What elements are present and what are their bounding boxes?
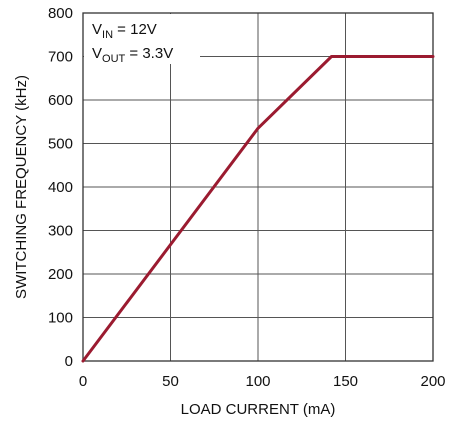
plot-frame [82,12,434,362]
y-tick-labels: 0 100 200 300 400 500 600 700 800 [48,5,73,370]
y-tick-label: 200 [48,266,73,283]
x-tick-label: 50 [162,373,179,390]
y-tick-label: 100 [48,310,73,327]
y-tick-label: 500 [48,136,73,153]
annotation-box: VIN = 12V VOUT = 3.3V [84,14,200,65]
x-tick-label: 200 [420,373,445,390]
annotation-vin: VIN = 12V [92,21,157,41]
annotation-vout: VOUT = 3.3V [92,45,173,65]
x-tick-label: 150 [333,373,358,390]
x-tick-labels: 0 50 100 150 200 [79,373,446,390]
y-tick-label: 300 [48,223,73,240]
y-tick-label: 400 [48,179,73,196]
series-layer [81,55,435,363]
grid-lines [83,13,433,361]
x-tick-label: 100 [245,373,270,390]
y-tick-label: 800 [48,5,73,22]
y-tick-label: 600 [48,92,73,109]
x-tick-label: 0 [79,373,87,390]
x-axis-title: LOAD CURRENT (mA) [181,401,336,418]
y-tick-label: 700 [48,49,73,66]
y-axis-title: SWITCHING FREQUENCY (kHz) [13,75,30,299]
series-line [81,55,435,363]
y-tick-label: 0 [65,353,73,370]
